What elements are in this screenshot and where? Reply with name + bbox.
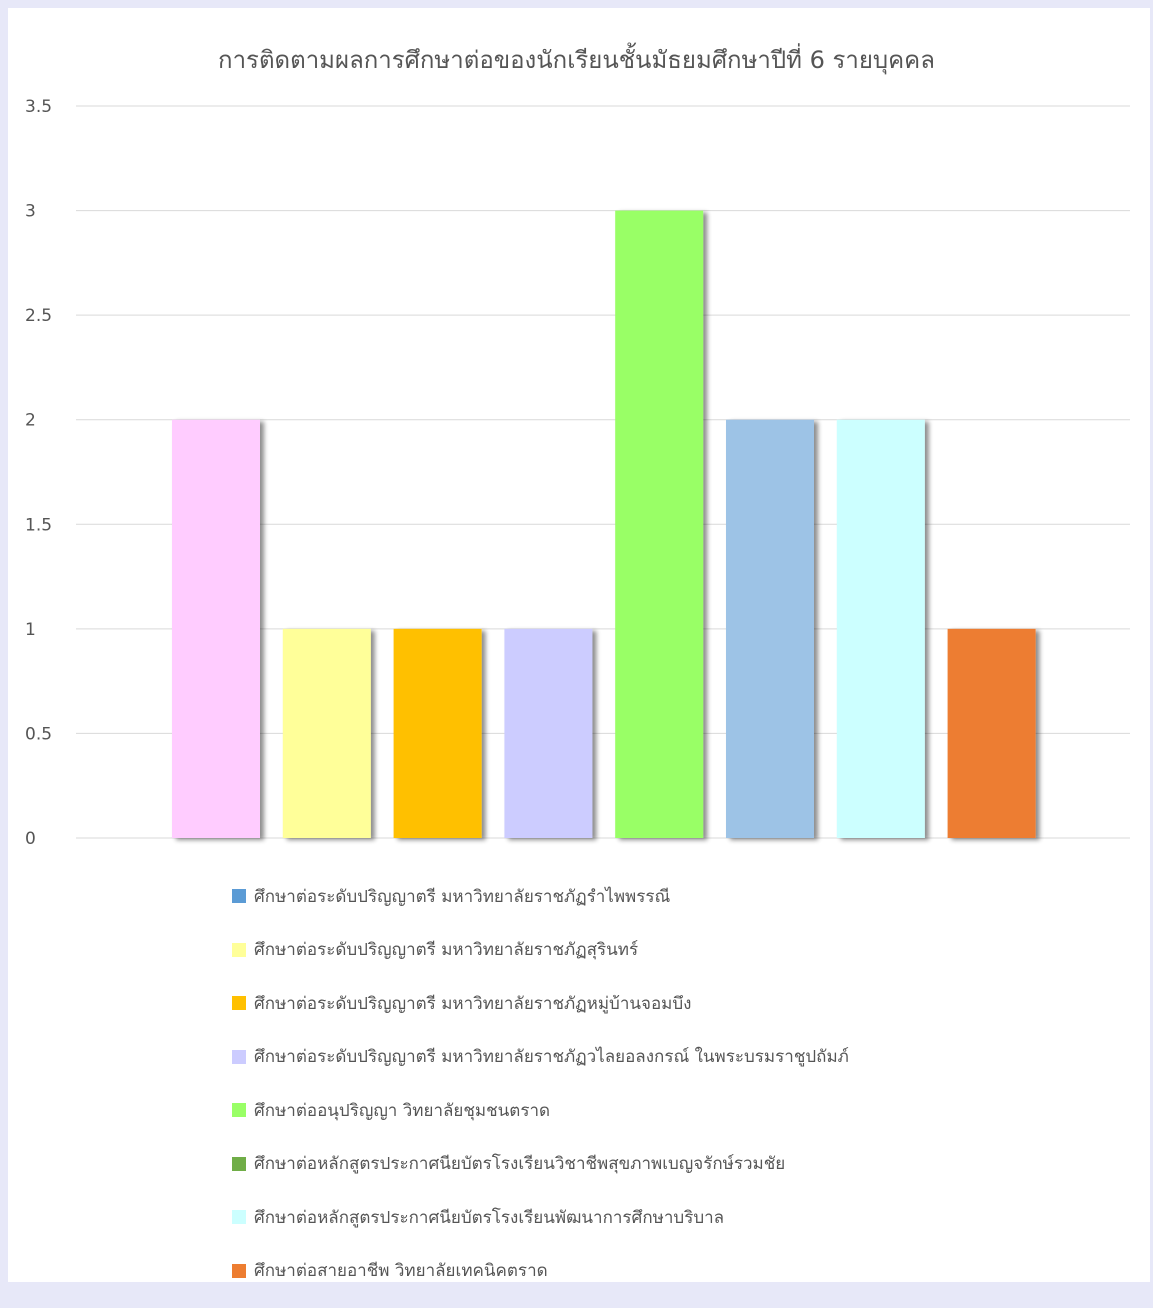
y-tick-label: 2.5 [25, 306, 52, 326]
legend-swatch [232, 1103, 246, 1117]
legend-swatch [232, 942, 246, 957]
y-axis-ticks: 0 0.5 1 1.5 2 2.5 3 3.5 [25, 97, 52, 849]
chart-title: การติดตามผลการศึกษาต่อของนักเรียนชั้นมัธ… [218, 46, 935, 74]
legend-item: ศึกษาต่อระดับปริญญาตรี มหาวิทยาลัยราชภัฏ… [232, 987, 1132, 1019]
bar [947, 628, 1036, 838]
bar [393, 628, 482, 838]
legend-label: ศึกษาต่ออนุปริญญา วิทยาลัยชุมชนตราด [254, 1100, 551, 1121]
bar [615, 210, 704, 839]
legend-swatch [232, 1156, 246, 1171]
legend-item: ศึกษาต่อระดับปริญญาตรี มหาวิทยาลัยราชภัฏ… [232, 880, 1132, 912]
plot-area: 0 0.5 1 1.5 2 2.5 3 3.5 [25, 97, 1130, 849]
bars [172, 210, 1036, 839]
bar [836, 419, 925, 838]
y-tick-label: 0 [25, 829, 36, 849]
legend-swatch [232, 1210, 246, 1224]
y-tick-label: 2 [25, 411, 36, 431]
legend-label: ศึกษาต่อระดับปริญญาตรี มหาวิทยาลัยราชภัฏ… [254, 886, 671, 907]
legend-label: ศึกษาต่อระดับปริญญาตรี มหาวิทยาลัยราชภัฏ… [254, 1047, 849, 1067]
legend-item: ศึกษาต่อหลักสูตรประกาศนียบัตรโรงเรียนพัฒ… [232, 1201, 1132, 1233]
bar [726, 419, 814, 838]
legend-swatch [232, 1263, 246, 1278]
legend-label: ศึกษาต่อระดับปริญญาตรี มหาวิทยาลัยราชภัฏ… [254, 940, 639, 960]
bar [172, 419, 260, 838]
y-tick-label: 3 [25, 202, 36, 222]
legend-label: ศึกษาต่อระดับปริญญาตรี มหาวิทยาลัยราชภัฏ… [254, 993, 692, 1014]
legend-item: ศึกษาต่อหลักสูตรประกาศนียบัตรโรงเรียนวิช… [232, 1148, 1132, 1180]
legend-label: ศึกษาต่อสายอาชีพ วิทยาลัยเทคนิคตราด [254, 1261, 548, 1281]
legend: ศึกษาต่อระดับปริญญาตรี มหาวิทยาลัยราชภัฏ… [232, 880, 1132, 1308]
legend-label: ศึกษาต่อหลักสูตรประกาศนียบัตรโรงเรียนพัฒ… [254, 1207, 725, 1228]
y-tick-label: 1 [25, 620, 36, 640]
legend-label: ศึกษาต่อหลักสูตรประกาศนียบัตรโรงเรียนวิช… [254, 1154, 786, 1174]
bar [282, 628, 371, 838]
legend-item: ศึกษาต่อสายอาชีพ วิทยาลัยเทคนิคตราด [232, 1255, 1132, 1287]
legend-item: ศึกษาต่ออนุปริญญา วิทยาลัยชุมชนตราด [232, 1094, 1132, 1126]
y-tick-label: 0.5 [25, 724, 52, 744]
legend-item: ศึกษาต่อระดับปริญญาตรี มหาวิทยาลัยราชภัฏ… [232, 1041, 1132, 1073]
legend-swatch [232, 996, 246, 1010]
y-tick-label: 1.5 [25, 515, 52, 535]
bar [504, 628, 593, 838]
legend-item: ศึกษาต่อระดับปริญญาตรี มหาวิทยาลัยราชภัฏ… [232, 934, 1132, 966]
legend-swatch [232, 1049, 246, 1064]
legend-swatch [232, 889, 246, 903]
y-tick-label: 3.5 [25, 97, 52, 117]
